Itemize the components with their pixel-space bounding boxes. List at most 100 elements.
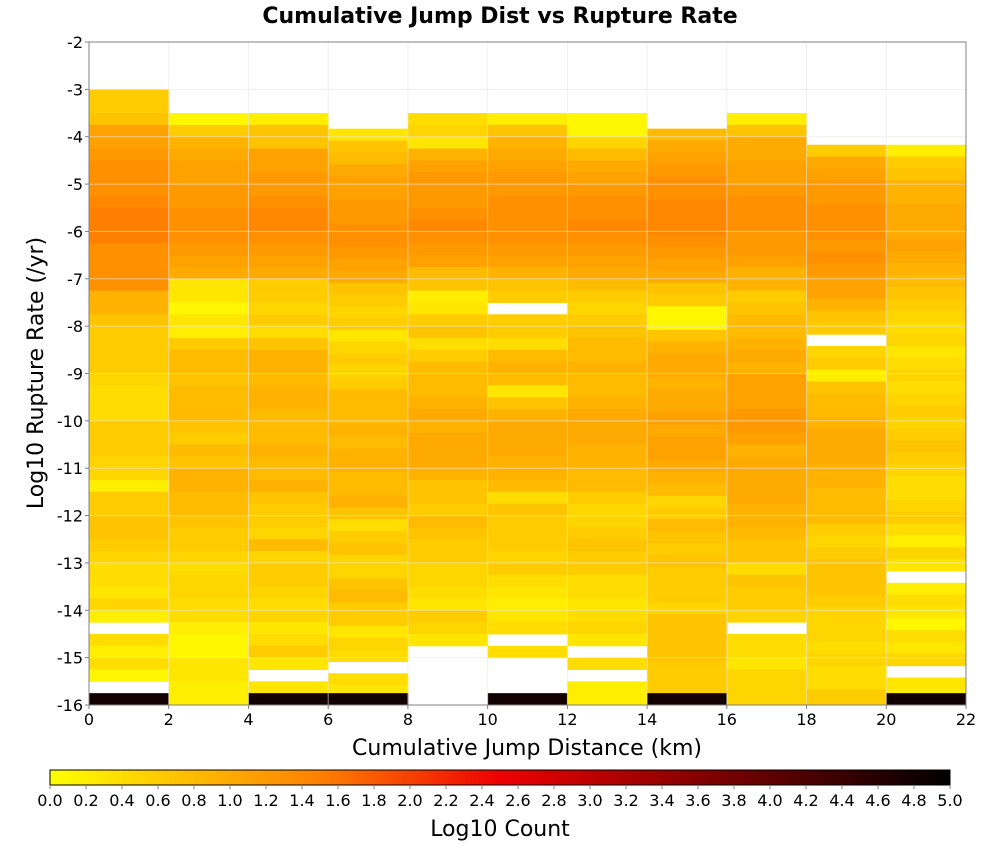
heatmap-cell <box>487 645 568 659</box>
heatmap-cell <box>487 468 568 481</box>
heatmap-cell <box>89 491 170 505</box>
heatmap-cell <box>726 124 808 138</box>
heatmap-cell <box>487 337 568 351</box>
heatmap-cell <box>248 574 329 588</box>
colorbar-tick-label: 0.4 <box>109 791 134 810</box>
heatmap-cell <box>407 551 489 564</box>
heatmap-cell <box>567 266 648 280</box>
heatmap-cell <box>647 176 728 189</box>
heatmap-cell <box>886 630 967 643</box>
heatmap-cell <box>89 148 170 161</box>
heatmap-cell <box>328 223 409 236</box>
heatmap-cell <box>328 140 409 153</box>
heatmap-cell <box>89 373 170 386</box>
heatmap-cell <box>726 420 808 434</box>
heatmap-cell <box>407 480 489 493</box>
heatmap-cell <box>806 156 887 169</box>
heatmap-cell <box>567 693 648 706</box>
heatmap-cell <box>168 349 249 363</box>
heatmap-cell <box>726 503 808 517</box>
heatmap-cell <box>328 625 409 639</box>
heatmap-cell <box>886 310 967 323</box>
heatmap-cell <box>248 148 329 161</box>
colorbar-tick-label: 2.8 <box>541 791 566 810</box>
heatmap-cell <box>248 693 329 705</box>
heatmap-cell <box>886 476 967 489</box>
heatmap-cell <box>328 306 409 319</box>
heatmap-cell <box>407 598 489 611</box>
heatmap-cell <box>567 503 648 517</box>
heatmap-cell <box>886 393 967 406</box>
heatmap-cell <box>168 266 249 280</box>
heatmap-cell <box>407 243 489 256</box>
heatmap-cell <box>806 582 887 596</box>
heatmap-cell <box>168 681 249 694</box>
heatmap-cell <box>328 389 409 402</box>
heatmap-cell <box>89 326 170 339</box>
heatmap-cell <box>806 440 887 454</box>
colorbar-tick-label: 3.0 <box>577 791 602 810</box>
heatmap-cell <box>726 373 808 386</box>
heatmap-cell <box>647 329 728 343</box>
heatmap-cell <box>806 689 887 702</box>
heatmap-cell <box>328 531 409 544</box>
heatmap-cell <box>168 669 249 682</box>
heatmap-cell <box>647 519 728 532</box>
y-tick-label: -16 <box>57 696 83 715</box>
heatmap-cell <box>168 598 249 611</box>
colorbar-tick-label: 1.8 <box>361 791 386 810</box>
heatmap-cell <box>647 693 728 705</box>
heatmap-cell <box>328 614 409 627</box>
heatmap-cell <box>248 598 329 611</box>
heatmap-cell <box>328 578 409 591</box>
heatmap-cell <box>487 231 568 244</box>
heatmap-cell <box>328 199 409 213</box>
heatmap-cell <box>886 594 967 607</box>
heatmap-cell <box>168 172 249 185</box>
x-tick-label: 16 <box>717 710 737 729</box>
heatmap-cell <box>407 255 489 268</box>
heatmap-cell <box>328 294 409 307</box>
y-tick-label: -10 <box>57 412 83 431</box>
heatmap-cell <box>726 681 808 694</box>
x-tick-label: 22 <box>956 710 976 729</box>
heatmap-cell <box>567 397 648 410</box>
heatmap-cell <box>647 282 728 295</box>
heatmap-cell <box>328 187 409 201</box>
heatmap-cell <box>567 172 648 185</box>
heatmap-cell <box>248 432 329 446</box>
heatmap-cell <box>89 539 170 552</box>
heatmap-cell <box>806 488 887 501</box>
y-tick-label: -2 <box>67 33 83 52</box>
heatmap-cell <box>886 203 967 217</box>
heatmap-cell <box>886 192 967 205</box>
heatmap-cell <box>647 247 728 260</box>
heatmap-cell <box>726 515 808 528</box>
heatmap-cell <box>806 393 887 406</box>
heatmap-cell <box>806 606 887 619</box>
heatmap-cell <box>487 219 568 232</box>
heatmap-cell <box>567 255 648 268</box>
heatmap-cell <box>248 266 329 280</box>
heatmap-cell <box>647 566 728 580</box>
heatmap-cell <box>248 681 329 694</box>
heatmap-cell <box>168 409 249 422</box>
heatmap-cell <box>647 483 728 497</box>
colorbar-ticks: 0.0 0.2 0.4 0.6 0.8 1.0 1.2 1.4 1.6 1.8 2.0 2.2 2.4 2… <box>37 785 963 810</box>
heatmap-cell <box>168 337 249 351</box>
colorbar <box>49 769 951 786</box>
colorbar-tick-label: 4.8 <box>901 791 926 810</box>
heatmap-cell <box>567 361 648 374</box>
colorbar-tick-label: 2.2 <box>433 791 458 810</box>
colorbar-tick-label: 1.2 <box>253 791 278 810</box>
heatmap-cell <box>886 559 967 572</box>
heatmap-cell <box>487 195 568 209</box>
heatmap-cell <box>647 223 728 236</box>
heatmap-cell <box>328 519 409 532</box>
y-tick-label: -8 <box>67 317 83 336</box>
heatmap-cell <box>168 432 249 446</box>
heatmap-cell <box>168 397 249 410</box>
heatmap-cell <box>647 235 728 248</box>
heatmap-cell <box>647 661 728 674</box>
heatmap-cell <box>806 594 887 607</box>
